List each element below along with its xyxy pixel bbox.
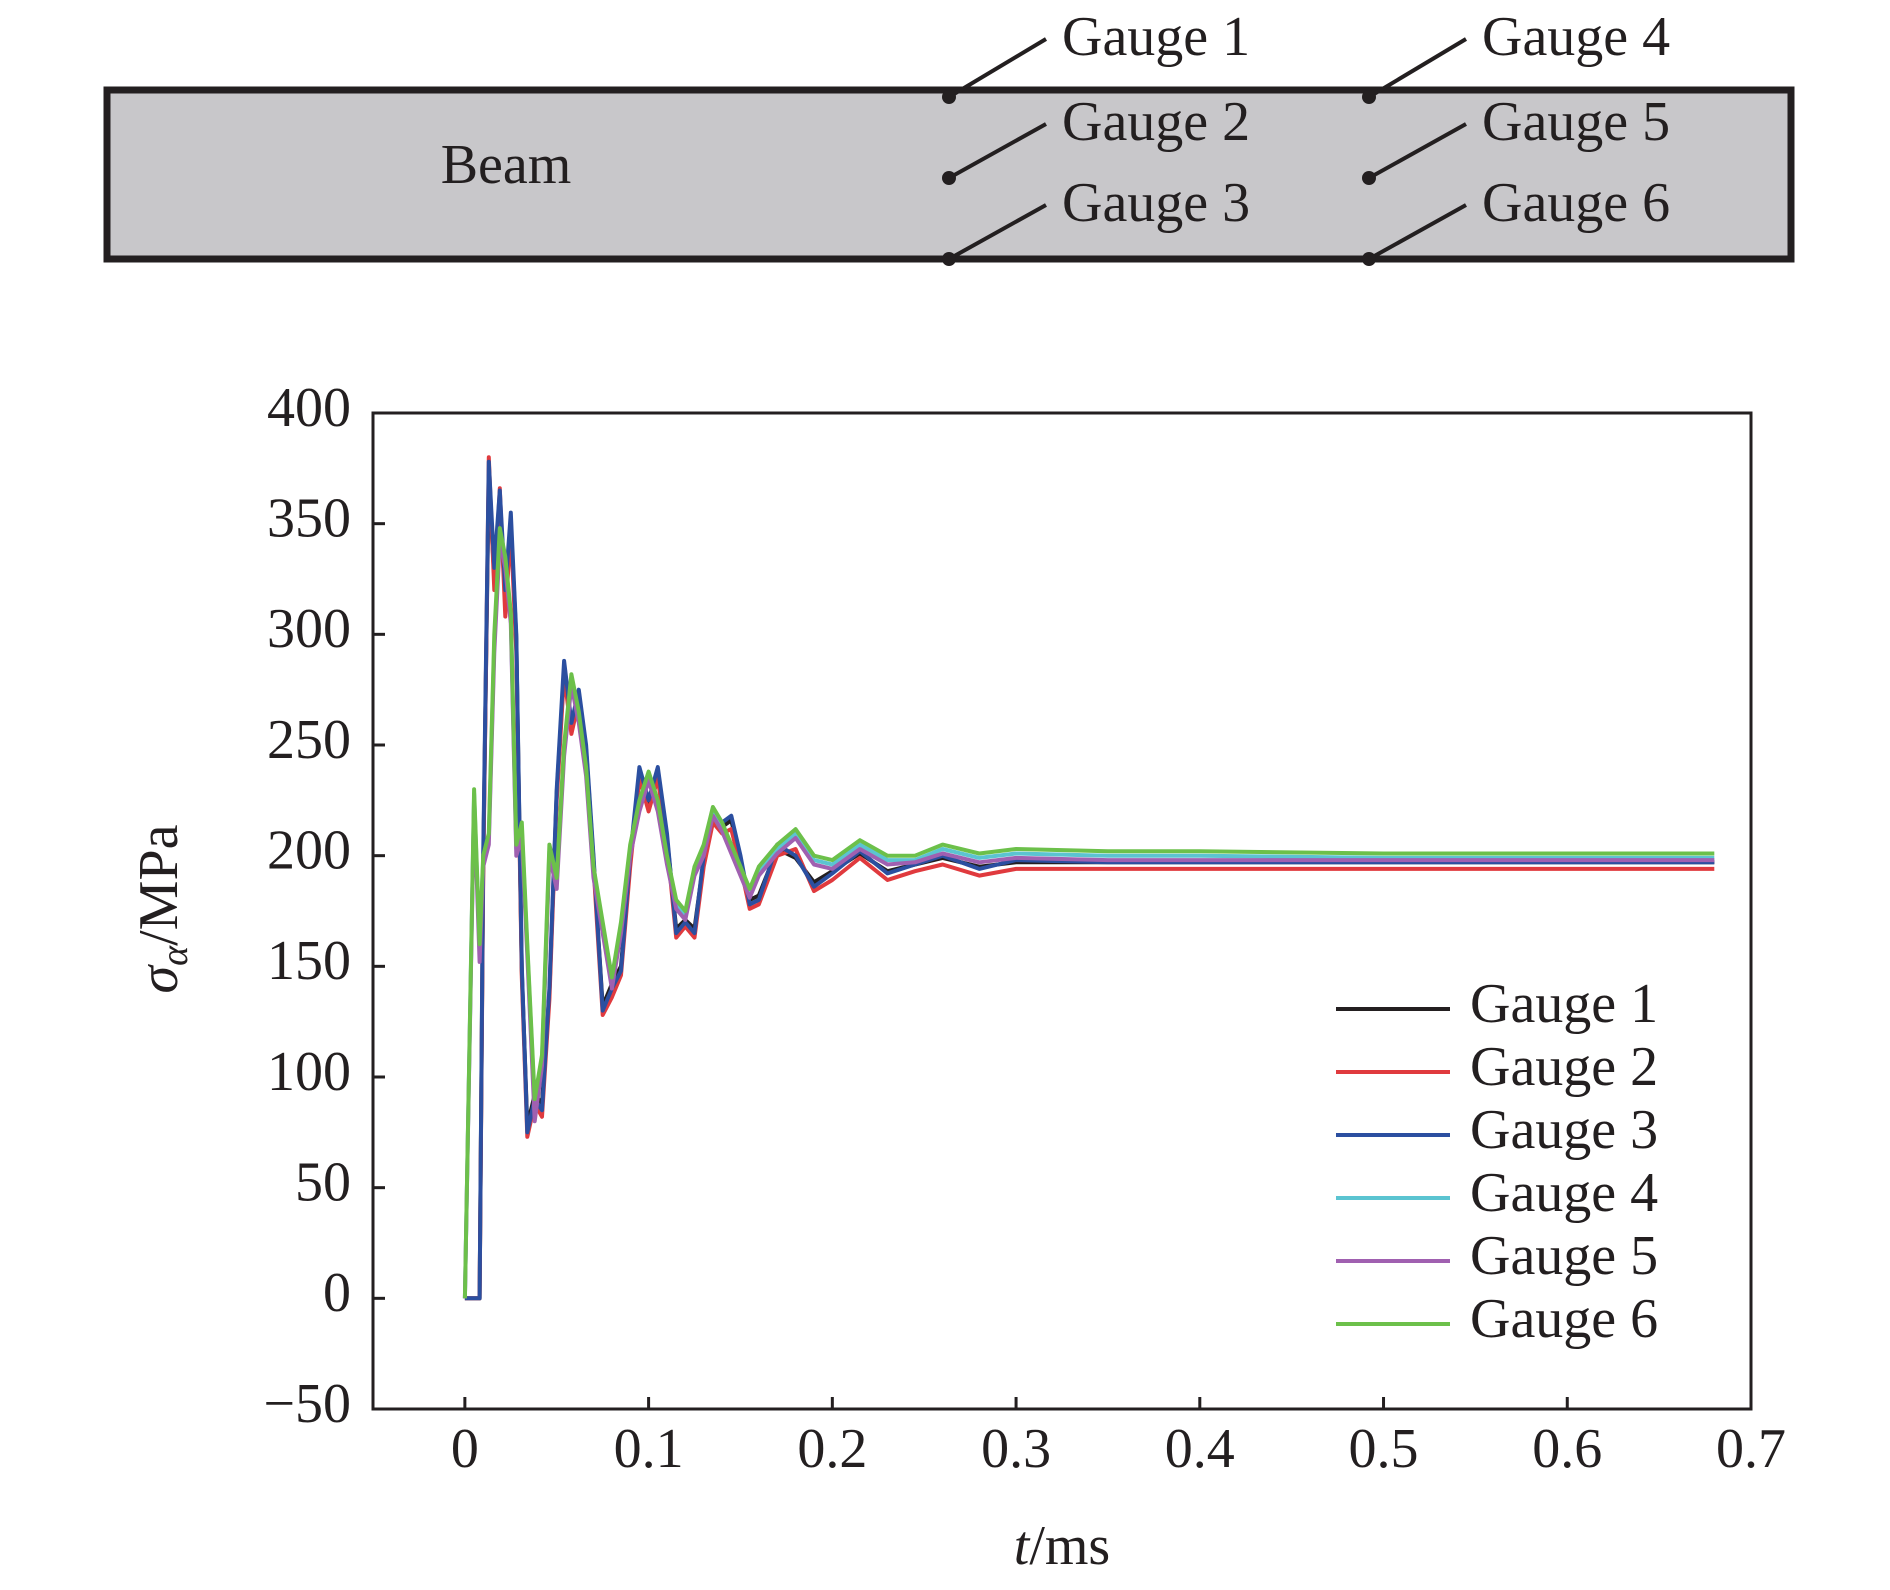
- gauge-leader: [1368, 203, 1467, 261]
- y-label-subscript: α: [154, 945, 196, 966]
- legend-label: Gauge 5: [1470, 1225, 1658, 1287]
- gauge-dot: [1362, 171, 1376, 185]
- gauge-label: Gauge 1: [1062, 6, 1250, 68]
- x-label-symbol: t: [1014, 1515, 1031, 1577]
- y-label-symbol: σ: [128, 963, 190, 993]
- x-tick-label: 0.6: [1532, 1418, 1602, 1480]
- y-label-unit: /MPa: [128, 824, 190, 945]
- x-tick-label: 0: [451, 1418, 479, 1480]
- gauge-dot: [942, 90, 956, 104]
- y-tick-label: 300: [267, 598, 351, 660]
- beam-label: Beam: [441, 134, 572, 196]
- x-axis-label: t/ms: [1014, 1515, 1110, 1577]
- gauge-leader: [1368, 122, 1467, 180]
- gauge-label: Gauge 5: [1482, 91, 1670, 153]
- y-tick-label: 50: [295, 1152, 351, 1214]
- gauge-leader: [1367, 37, 1468, 99]
- legend-label: Gauge 2: [1470, 1036, 1658, 1098]
- plot-frame: [371, 411, 1753, 1411]
- legend-label: Gauge 4: [1470, 1162, 1658, 1224]
- y-tick-label: 150: [267, 930, 351, 992]
- gauge-dot: [1362, 90, 1376, 104]
- y-tick-label: 250: [267, 709, 351, 771]
- gauge-dot: [1362, 252, 1376, 266]
- y-tick-label: −50: [263, 1373, 351, 1435]
- gauge-dot: [942, 171, 956, 185]
- gauge-label: Gauge 6: [1482, 172, 1670, 234]
- legend-label: Gauge 1: [1470, 973, 1658, 1035]
- x-tick-label: 0.2: [797, 1418, 867, 1480]
- y-axis-label: σα/MPa: [128, 824, 196, 993]
- series-line: [462, 526, 1715, 1299]
- legend-label: Gauge 3: [1470, 1099, 1658, 1161]
- gauge-dot: [942, 252, 956, 266]
- x-tick-label: 0.5: [1349, 1418, 1419, 1480]
- gauge-label: Gauge 2: [1062, 91, 1250, 153]
- x-tick-label: 0.3: [981, 1418, 1051, 1480]
- y-tick-label: 350: [267, 488, 351, 550]
- x-label-unit: /ms: [1029, 1515, 1110, 1577]
- x-tick-label: 0.1: [614, 1418, 684, 1480]
- y-tick-label: 200: [267, 820, 351, 882]
- y-tick-label: 400: [267, 377, 351, 439]
- gauge-leader: [947, 37, 1048, 99]
- y-tick-label: 100: [267, 1041, 351, 1103]
- x-tick-label: 0.4: [1165, 1418, 1235, 1480]
- x-tick-label: 0.7: [1716, 1418, 1786, 1480]
- gauge-label: Gauge 4: [1482, 6, 1670, 68]
- legend-label: Gauge 6: [1470, 1288, 1658, 1350]
- y-tick-label: 0: [323, 1262, 351, 1324]
- gauge-label: Gauge 3: [1062, 172, 1250, 234]
- gauge-leader: [948, 203, 1047, 261]
- gauge-leader: [948, 122, 1047, 180]
